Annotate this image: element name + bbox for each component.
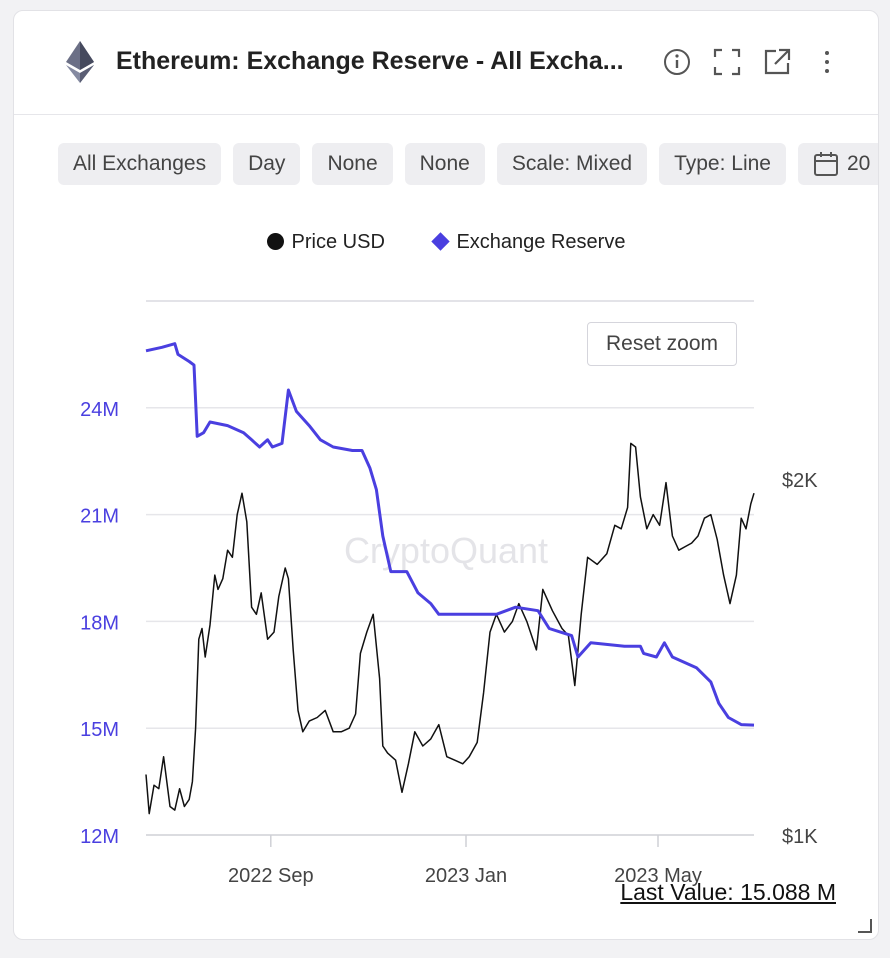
legend-label-reserve: Exchange Reserve	[456, 231, 626, 253]
series-line-price-usd	[145, 442, 755, 815]
fullscreen-icon[interactable]	[712, 47, 742, 77]
chip-indicator-1[interactable]: None	[312, 143, 393, 185]
y-left-tick-label: 12M	[80, 826, 119, 848]
series-line-exchange-reserve	[145, 342, 755, 727]
x-tick-label: 2023 May	[614, 865, 702, 887]
reset-zoom-button[interactable]: Reset zoom	[587, 322, 737, 366]
filter-chips: All Exchanges Day None None Scale: Mixed Type…	[58, 143, 878, 187]
y-right-tick-label: $1K	[782, 826, 818, 848]
legend-label-price: Price USD	[291, 231, 385, 253]
chip-date-range[interactable]: 20	[797, 143, 878, 185]
chart-legend: Price USD Exchange Reserve	[14, 231, 878, 254]
chip-exchange[interactable]: All Exchanges	[58, 143, 222, 185]
legend-dot-price	[266, 233, 284, 250]
legend-item-reserve[interactable]: Exchange Reserve	[431, 231, 626, 254]
chart-card: Ethereum: Exchange Reserve - All Excha..…	[13, 10, 879, 940]
calendar-icon	[813, 152, 838, 177]
ethereum-icon	[66, 41, 94, 83]
card-header: Ethereum: Exchange Reserve - All Excha..…	[14, 11, 878, 115]
y-left-tick-label: 15M	[80, 719, 119, 741]
chart-area[interactable]: CryptoQuant 24M 21M 18M 15M 12M $2K $1K 2022 Se…	[14, 11, 878, 939]
watermark: CryptoQuant	[344, 530, 548, 571]
chip-indicator-2[interactable]: None	[404, 143, 485, 185]
external-link-icon[interactable]	[762, 47, 792, 77]
y-left-tick-label: 18M	[80, 612, 119, 634]
chip-scale[interactable]: Scale: Mixed	[496, 143, 648, 185]
last-value: Last Value: 15.088 M	[620, 879, 836, 905]
y-left-tick-label: 24M	[80, 399, 119, 421]
chip-type[interactable]: Type: Line	[659, 143, 786, 185]
y-left-tick-label: 21M	[80, 506, 119, 528]
chip-window[interactable]: Day	[233, 143, 301, 185]
x-tick-label: 2023 Jan	[425, 865, 507, 887]
resize-handle[interactable]	[858, 919, 872, 933]
chip-date-range-label: 20	[846, 152, 871, 175]
info-icon[interactable]	[662, 47, 692, 77]
x-tick-label: 2022 Sep	[228, 865, 314, 887]
more-vertical-icon[interactable]	[812, 47, 842, 77]
legend-item-price[interactable]: Price USD	[266, 231, 385, 254]
y-right-tick-label: $2K	[782, 470, 818, 492]
